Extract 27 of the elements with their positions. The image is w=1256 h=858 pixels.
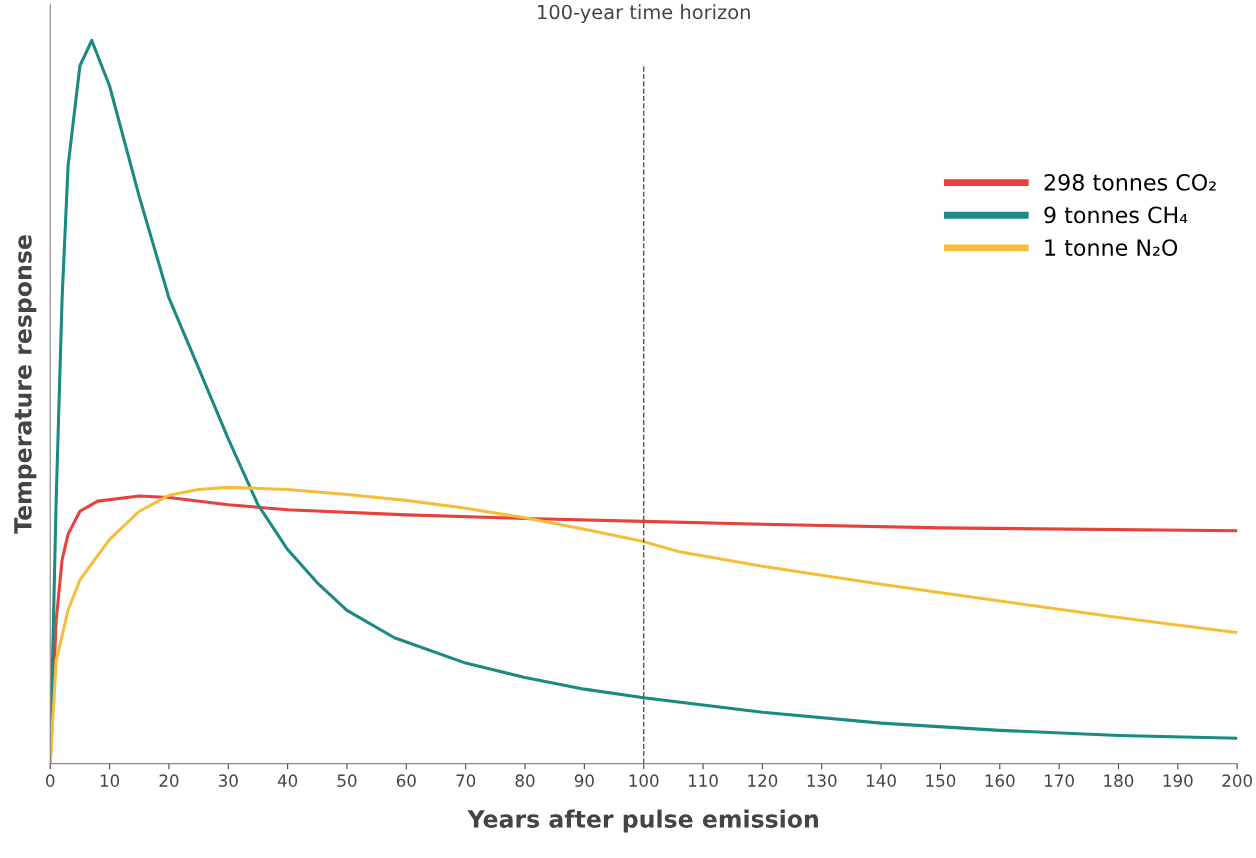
x-tick-label: 160 xyxy=(985,774,1015,787)
x-tick-label: 130 xyxy=(807,774,837,787)
legend-label: 298 tonnes CO₂ xyxy=(1044,173,1216,191)
x-tick-label: 60 xyxy=(396,774,416,787)
x-tick-label: 40 xyxy=(277,774,298,787)
x-tick-label: 110 xyxy=(688,774,718,787)
x-tick-label: 50 xyxy=(337,774,357,787)
x-tick-label: 120 xyxy=(748,774,778,787)
x-tick-label: 140 xyxy=(867,774,896,787)
x-tick-label: 80 xyxy=(515,774,535,787)
x-tick-label: 190 xyxy=(1163,774,1193,787)
x-tick-label: 30 xyxy=(218,774,238,787)
x-axis-title: Years after pulse emission xyxy=(467,809,818,833)
x-tick-label: 10 xyxy=(100,774,120,787)
x-tick-label: 200 xyxy=(1222,774,1252,787)
x-tick-label: 150 xyxy=(926,774,956,787)
legend-label: 1 tonne N₂O xyxy=(1045,239,1178,256)
x-tick-label: 180 xyxy=(1104,774,1134,787)
ref-line-label: 100-year time horizon xyxy=(538,4,750,24)
x-tick-label: 100 xyxy=(629,774,659,787)
x-tick-label: 90 xyxy=(574,774,594,787)
legend-label: 9 tonnes CH₄ xyxy=(1044,206,1188,224)
x-tick-label: 70 xyxy=(456,774,476,787)
x-tick-label: 20 xyxy=(159,774,179,787)
x-tick-label: 170 xyxy=(1045,774,1074,787)
x-tick-label: 0 xyxy=(46,774,55,787)
y-axis-title: Temperature response xyxy=(14,235,37,534)
